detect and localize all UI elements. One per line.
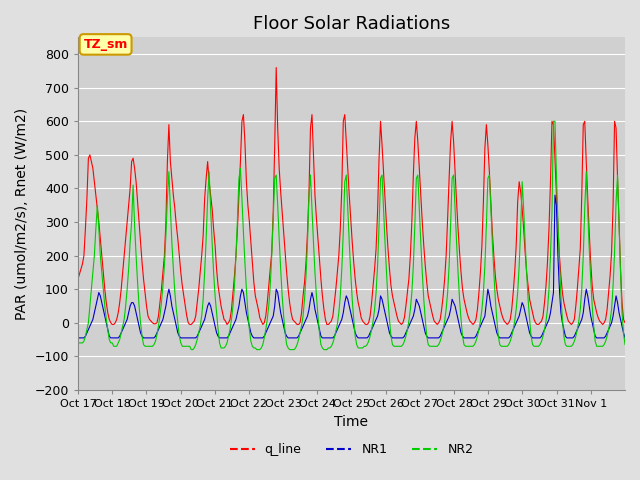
NR2 — [520, 206, 527, 212]
Line: NR1: NR1 — [78, 195, 625, 338]
q_line — [104, 310, 111, 315]
Y-axis label: PAR (umol/m2/s), Rnet (W/m2): PAR (umol/m2/s), Rnet (W/m2) — [15, 108, 29, 320]
NR2 — [229, 303, 237, 309]
Legend: q_line, NR1, NR2: q_line, NR1, NR2 — [225, 438, 479, 461]
NR2 — [104, 326, 111, 332]
NR1 — [228, 326, 236, 332]
NR1 — [621, 335, 629, 341]
q_line — [621, 320, 629, 325]
NR2 — [74, 340, 82, 346]
NR1 — [551, 192, 559, 198]
Text: TZ_sm: TZ_sm — [83, 38, 128, 51]
NR2 — [441, 318, 449, 324]
NR1 — [74, 335, 82, 341]
q_line — [273, 65, 280, 71]
q_line — [229, 289, 237, 295]
Line: q_line: q_line — [78, 68, 625, 324]
q_line — [108, 322, 116, 327]
q_line — [442, 253, 450, 259]
X-axis label: Time: Time — [335, 415, 369, 429]
Line: NR2: NR2 — [78, 121, 625, 349]
q_line — [74, 276, 82, 282]
NR2 — [153, 332, 161, 337]
q_line — [155, 313, 163, 319]
NR1 — [439, 326, 447, 332]
NR2 — [188, 347, 195, 352]
q_line — [522, 250, 529, 255]
NR2 — [550, 119, 557, 124]
NR1 — [153, 330, 161, 336]
NR2 — [115, 340, 122, 346]
NR1 — [104, 326, 111, 332]
Title: Floor Solar Radiations: Floor Solar Radiations — [253, 15, 450, 33]
q_line — [116, 300, 124, 305]
NR1 — [115, 335, 122, 341]
NR1 — [518, 300, 526, 305]
NR2 — [621, 342, 629, 348]
